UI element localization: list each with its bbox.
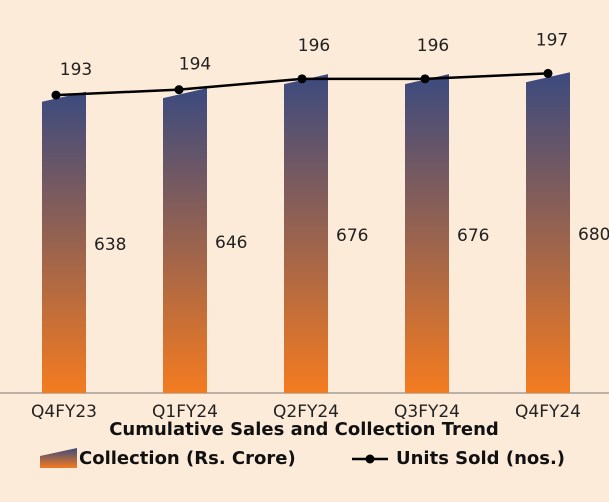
- line-point: [297, 74, 307, 84]
- x-tick-label: Q2FY24: [273, 402, 339, 422]
- line-value-label: 196: [417, 36, 449, 56]
- bar: [405, 74, 449, 394]
- x-tick-label: Q4FY23: [31, 402, 97, 422]
- bar: [526, 72, 570, 394]
- x-tick-label: Q1FY24: [152, 402, 218, 422]
- line-value-label: 196: [298, 36, 330, 56]
- line-value-label: 193: [60, 60, 92, 80]
- line-value-label: 197: [536, 30, 568, 50]
- line-value-label: 194: [179, 55, 211, 75]
- bar: [42, 91, 86, 394]
- line-point: [420, 74, 430, 84]
- legend-label: Collection (Rs. Crore): [79, 448, 296, 469]
- legend-label: Units Sold (nos.): [396, 448, 565, 469]
- line-point: [543, 68, 553, 78]
- line-point: [174, 85, 184, 95]
- bar: [163, 88, 207, 394]
- bar-value-label: 676: [336, 226, 368, 246]
- bar-value-label: 646: [215, 233, 247, 253]
- x-tick-label: Q3FY24: [394, 402, 460, 422]
- bar: [284, 74, 328, 394]
- bar-value-label: 638: [94, 235, 126, 255]
- bar-value-label: 680: [578, 225, 609, 245]
- x-tick-label: Q4FY24: [515, 402, 581, 422]
- legend-swatch: [40, 448, 77, 468]
- chart-title: Cumulative Sales and Collection Trend: [109, 419, 499, 440]
- legend-swatch: [365, 454, 375, 464]
- bar-value-label: 676: [457, 226, 489, 246]
- line-point: [51, 90, 61, 100]
